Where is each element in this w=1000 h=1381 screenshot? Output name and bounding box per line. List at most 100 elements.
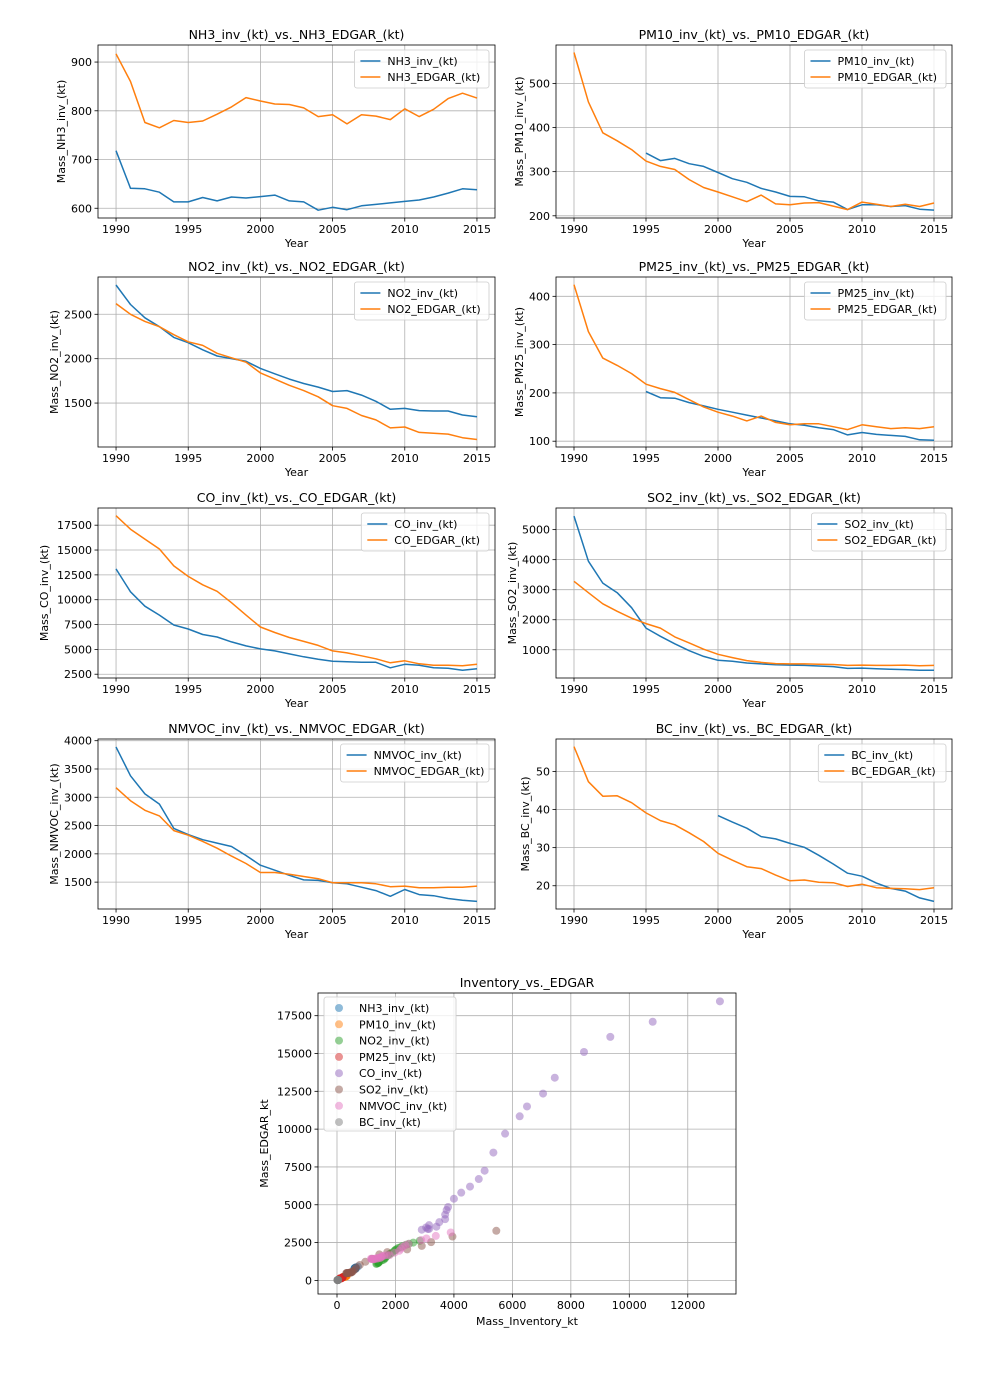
scatter-point xyxy=(422,1223,431,1232)
y-axis-label: Mass_BC_inv_(kt) xyxy=(519,776,532,871)
legend-label: NMVOC_inv_(kt) xyxy=(374,749,462,762)
y-tick-label: 5000 xyxy=(64,643,92,656)
x-axis-label: Year xyxy=(741,237,766,250)
legend: CO_inv_(kt) CO_EDGAR_(kt) xyxy=(360,512,490,552)
x-tick-label: 1990 xyxy=(102,683,130,696)
x-tick-label: 1990 xyxy=(560,914,588,927)
legend-label: SO2_EDGAR_(kt) xyxy=(844,534,936,547)
legend-box xyxy=(804,49,947,89)
scatter-point xyxy=(333,1276,342,1285)
y-tick-label: 2500 xyxy=(64,668,92,681)
legend: BC_inv_(kt) BC_EDGAR_(kt) xyxy=(817,743,947,783)
legend: SO2_inv_(kt) SO2_EDGAR_(kt) xyxy=(811,512,947,552)
x-tick-label: 2000 xyxy=(704,223,732,236)
series-line-inv xyxy=(573,515,934,671)
scatter-point xyxy=(501,1129,510,1138)
series-line-edgar xyxy=(573,746,935,891)
y-tick-label: 900 xyxy=(71,56,92,69)
x-tick-label: 2015 xyxy=(463,452,491,465)
axes-frame xyxy=(555,738,953,910)
y-tick-label: 600 xyxy=(71,202,92,215)
x-tick-label: 2015 xyxy=(463,223,491,236)
legend-label: NO2_EDGAR_(kt) xyxy=(387,303,480,316)
series-line-edgar xyxy=(573,52,935,211)
x-tick-label: 10000 xyxy=(612,1299,647,1312)
scatter-point xyxy=(342,1269,351,1278)
y-tick-label: 1500 xyxy=(64,397,92,410)
y-tick-label: 10000 xyxy=(57,594,92,607)
scatter-point xyxy=(432,1222,441,1231)
x-tick-label: 2010 xyxy=(391,452,419,465)
scatter-point xyxy=(606,1032,615,1041)
y-tick-label: 20 xyxy=(536,880,550,893)
x-tick-label: 2015 xyxy=(463,683,491,696)
y-tick-label: 300 xyxy=(529,166,550,179)
legend-label: NH3_EDGAR_(kt) xyxy=(387,71,480,84)
legend-label: SO2_inv_(kt) xyxy=(844,518,913,531)
legend-label: NO2_inv_(kt) xyxy=(359,1035,430,1048)
chart-title: PM10_inv_(kt)_vs._PM10_EDGAR_(kt) xyxy=(639,27,870,42)
legend-label: PM25_inv_(kt) xyxy=(838,287,915,300)
legend-box xyxy=(817,743,947,783)
y-tick-label: 3000 xyxy=(64,791,92,804)
y-tick-label: 700 xyxy=(71,154,92,167)
legend-marker xyxy=(335,1118,343,1127)
x-tick-label: 2015 xyxy=(920,452,948,465)
y-tick-label: 300 xyxy=(529,339,550,352)
x-tick-label: 2005 xyxy=(319,452,347,465)
y-tick-label: 400 xyxy=(529,290,550,303)
x-tick-label: 8000 xyxy=(557,1299,585,1312)
x-tick-label: 2000 xyxy=(704,683,732,696)
x-tick-label: 1990 xyxy=(102,223,130,236)
line-chart-0: 1990 1995 2000 2005 2010 2015 600 700 800 900 NH3_… xyxy=(55,27,496,250)
x-tick-label: 1990 xyxy=(560,223,588,236)
x-tick-label: 1995 xyxy=(632,223,660,236)
scatter-point xyxy=(431,1231,440,1240)
line-chart-4: 1990 1995 2000 2005 2010 2015 2500 5000 7500 1000… xyxy=(38,490,496,710)
x-tick-label: 2015 xyxy=(920,914,948,927)
y-tick-label: 17500 xyxy=(57,519,92,532)
axes-frame xyxy=(97,507,496,679)
y-tick-label: 800 xyxy=(71,105,92,118)
y-tick-label: 15000 xyxy=(57,544,92,557)
y-tick-label: 2500 xyxy=(64,820,92,833)
legend-label: NMVOC_inv_(kt) xyxy=(359,1100,447,1113)
y-tick-label: 1000 xyxy=(522,644,550,657)
series-line-edgar xyxy=(115,515,478,667)
legend-label: CO_EDGAR_(kt) xyxy=(394,534,480,547)
x-tick-label: 2010 xyxy=(391,223,419,236)
x-tick-label: 2015 xyxy=(920,683,948,696)
chart-title: SO2_inv_(kt)_vs._SO2_EDGAR_(kt) xyxy=(647,490,861,505)
x-axis-label: Year xyxy=(741,928,766,941)
scatter-point xyxy=(480,1166,489,1175)
x-tick-label: 2005 xyxy=(776,683,804,696)
x-tick-label: 2005 xyxy=(776,452,804,465)
y-tick-label: 3500 xyxy=(64,763,92,776)
x-axis-label: Year xyxy=(741,697,766,710)
x-tick-label: 1995 xyxy=(632,683,660,696)
legend-label: SO2_inv_(kt) xyxy=(359,1084,428,1097)
legend-box xyxy=(340,743,490,783)
x-tick-label: 2005 xyxy=(776,914,804,927)
chart-title: Inventory_vs._EDGAR xyxy=(460,975,595,990)
x-tick-label: 6000 xyxy=(498,1299,526,1312)
x-tick-label: 1990 xyxy=(102,914,130,927)
y-tick-label: 2000 xyxy=(522,614,550,627)
chart-title: NH3_inv_(kt)_vs._NH3_EDGAR_(kt) xyxy=(189,27,405,42)
y-tick-label: 5000 xyxy=(284,1199,312,1212)
y-tick-label: 0 xyxy=(305,1274,312,1287)
x-axis-label: Year xyxy=(284,697,309,710)
x-tick-label: 2015 xyxy=(920,223,948,236)
x-tick-label: 2005 xyxy=(776,223,804,236)
line-chart-7: 1990 1995 2000 2005 2010 2015 20 30 40 50 BC_inv_(… xyxy=(519,721,953,941)
legend-box xyxy=(811,512,947,552)
axes-frame xyxy=(97,738,496,910)
x-axis-label: Year xyxy=(284,928,309,941)
x-tick-label: 2000 xyxy=(246,683,274,696)
legend: NMVOC_inv_(kt) NMVOC_EDGAR_(kt) xyxy=(340,743,490,783)
series-line-edgar xyxy=(115,787,478,889)
legend-label: PM10_inv_(kt) xyxy=(359,1018,436,1031)
x-tick-label: 2015 xyxy=(463,914,491,927)
scatter-point xyxy=(466,1182,474,1191)
